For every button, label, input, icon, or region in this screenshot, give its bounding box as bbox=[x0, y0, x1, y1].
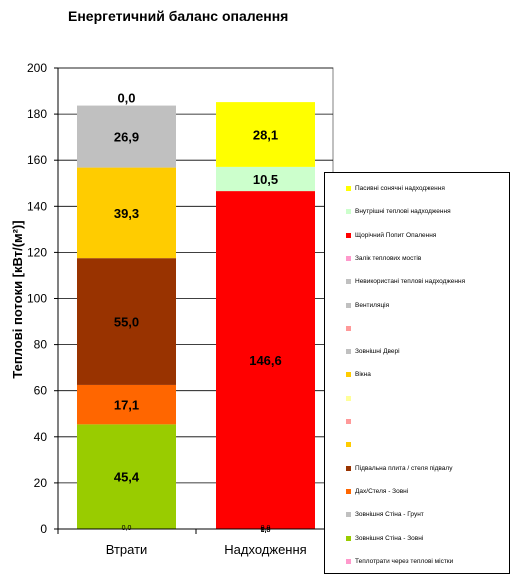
legend-swatch bbox=[346, 186, 351, 191]
legend-item: Зовнішня Стіна - Зовні bbox=[346, 533, 424, 545]
data-labels: 45,417,155,039,326,90,00,00,00,01,5146,6… bbox=[114, 91, 282, 534]
legend-label: Внутрішні теплові надходження bbox=[355, 208, 451, 216]
legend-label: Вікна bbox=[355, 371, 371, 379]
data-label: 28,1 bbox=[253, 127, 278, 142]
legend-swatch bbox=[346, 209, 351, 215]
bar-segment bbox=[216, 191, 315, 529]
legend-swatch bbox=[346, 535, 351, 541]
bar-segment bbox=[216, 102, 315, 167]
y-tick-label: 140 bbox=[27, 199, 47, 213]
legend-item: Вікна bbox=[346, 369, 371, 381]
y-tick-label: 200 bbox=[27, 61, 47, 75]
legend-swatch bbox=[346, 442, 351, 448]
x-tick-label: Надходження bbox=[224, 542, 306, 557]
y-tick-label: 160 bbox=[27, 153, 47, 167]
legend-item: Теплотрати через теплові містки bbox=[346, 556, 454, 568]
legend-swatch bbox=[346, 279, 351, 285]
legend-label: Зовнішні Двері bbox=[355, 348, 400, 356]
y-tick-label: 0 bbox=[40, 522, 47, 536]
legend-label: Зовнішня Стіна - Зовні bbox=[355, 534, 424, 542]
data-label: 55,0 bbox=[114, 315, 139, 330]
legend-item: Внутрішні теплові надходження bbox=[346, 206, 451, 218]
legend-item: Зовнішні Двері bbox=[346, 346, 400, 358]
legend-item: Щорічний Попит Опалення bbox=[346, 230, 437, 242]
legend-item: Зовнішня Стіна - Грунт bbox=[346, 509, 424, 521]
bar-segment bbox=[77, 424, 176, 529]
data-label-small: 0,0 bbox=[261, 527, 271, 534]
chart-title: Енергетичний баланс опалення bbox=[68, 8, 289, 24]
y-tick-label: 40 bbox=[34, 430, 48, 444]
legend-swatch bbox=[346, 558, 351, 564]
legend-swatch bbox=[346, 512, 351, 518]
y-axis-label: Теплові потоки [кВт/(м²)] bbox=[10, 220, 25, 378]
legend-swatch bbox=[346, 349, 351, 355]
bar-segment bbox=[77, 167, 176, 259]
legend-label: Зовнішня Стіна - Грунт bbox=[355, 511, 424, 519]
legend-label: Теплотрати через теплові містки bbox=[355, 557, 454, 565]
legend-swatch bbox=[346, 395, 351, 401]
legend-swatch bbox=[346, 419, 351, 424]
x-tick-label: Втрати bbox=[106, 542, 148, 557]
data-label-small: 1,5 bbox=[261, 527, 271, 534]
legend-label: Щорічний Попит Опалення bbox=[355, 231, 437, 239]
bar-segment bbox=[77, 258, 176, 385]
y-tick-label: 20 bbox=[34, 476, 48, 490]
legend-swatch bbox=[346, 232, 351, 238]
data-label-small: 0,0 bbox=[261, 527, 271, 534]
data-label: 10,5 bbox=[253, 172, 278, 187]
axes: 0 20 40 60 80 100 120 140 160 180 200 Втрати Надходж… bbox=[10, 61, 334, 557]
legend-swatch bbox=[346, 302, 351, 308]
y-tick-label: 120 bbox=[27, 245, 47, 259]
bars bbox=[77, 102, 315, 529]
legend-label: Залік теплових мостів bbox=[355, 254, 422, 262]
data-label: 26,9 bbox=[114, 130, 139, 145]
legend-label: Підвальна плита / стеля підвалу bbox=[355, 464, 453, 472]
legend-item: Вентиляція bbox=[346, 300, 390, 312]
legend-label: Пасивні сонячні надходження bbox=[355, 185, 445, 192]
legend-item: Підвальна плита / стеля підвалу bbox=[346, 463, 453, 475]
legend-swatch bbox=[346, 255, 351, 261]
legend-item: Залік теплових мостів bbox=[346, 253, 422, 265]
bar-segment bbox=[77, 105, 176, 168]
legend-item: Невикористані теплові надходження bbox=[346, 276, 466, 288]
legend-item: Дах/Стеля - Зовні bbox=[346, 486, 409, 498]
y-tick-label: 180 bbox=[27, 107, 47, 121]
legend-label: Вентиляція bbox=[355, 301, 390, 309]
y-tick-label: 80 bbox=[34, 338, 48, 352]
data-label: 45,4 bbox=[114, 470, 140, 485]
legend-label: Невикористані теплові надходження bbox=[355, 278, 466, 286]
data-label: 17,1 bbox=[114, 398, 139, 413]
legend-swatch bbox=[346, 465, 351, 471]
data-label-small: 0,0 bbox=[261, 527, 271, 534]
legend-swatch bbox=[346, 325, 351, 331]
y-tick-label: 100 bbox=[27, 292, 47, 306]
data-label: 39,3 bbox=[114, 206, 139, 221]
legend-item: Пасивні сонячні надходження bbox=[346, 183, 445, 195]
legend-swatch bbox=[346, 488, 351, 494]
data-label: 146,6 bbox=[249, 353, 282, 368]
bar-segment bbox=[216, 166, 315, 192]
y-tick-label: 60 bbox=[34, 384, 48, 398]
bar-segment bbox=[77, 384, 176, 425]
legend-label: Дах/Стеля - Зовні bbox=[355, 487, 409, 495]
legend-swatch bbox=[346, 372, 351, 378]
legend: Пасивні сонячні надходження Внутрішні теп… bbox=[324, 172, 510, 574]
data-label: 0,0 bbox=[117, 91, 135, 106]
